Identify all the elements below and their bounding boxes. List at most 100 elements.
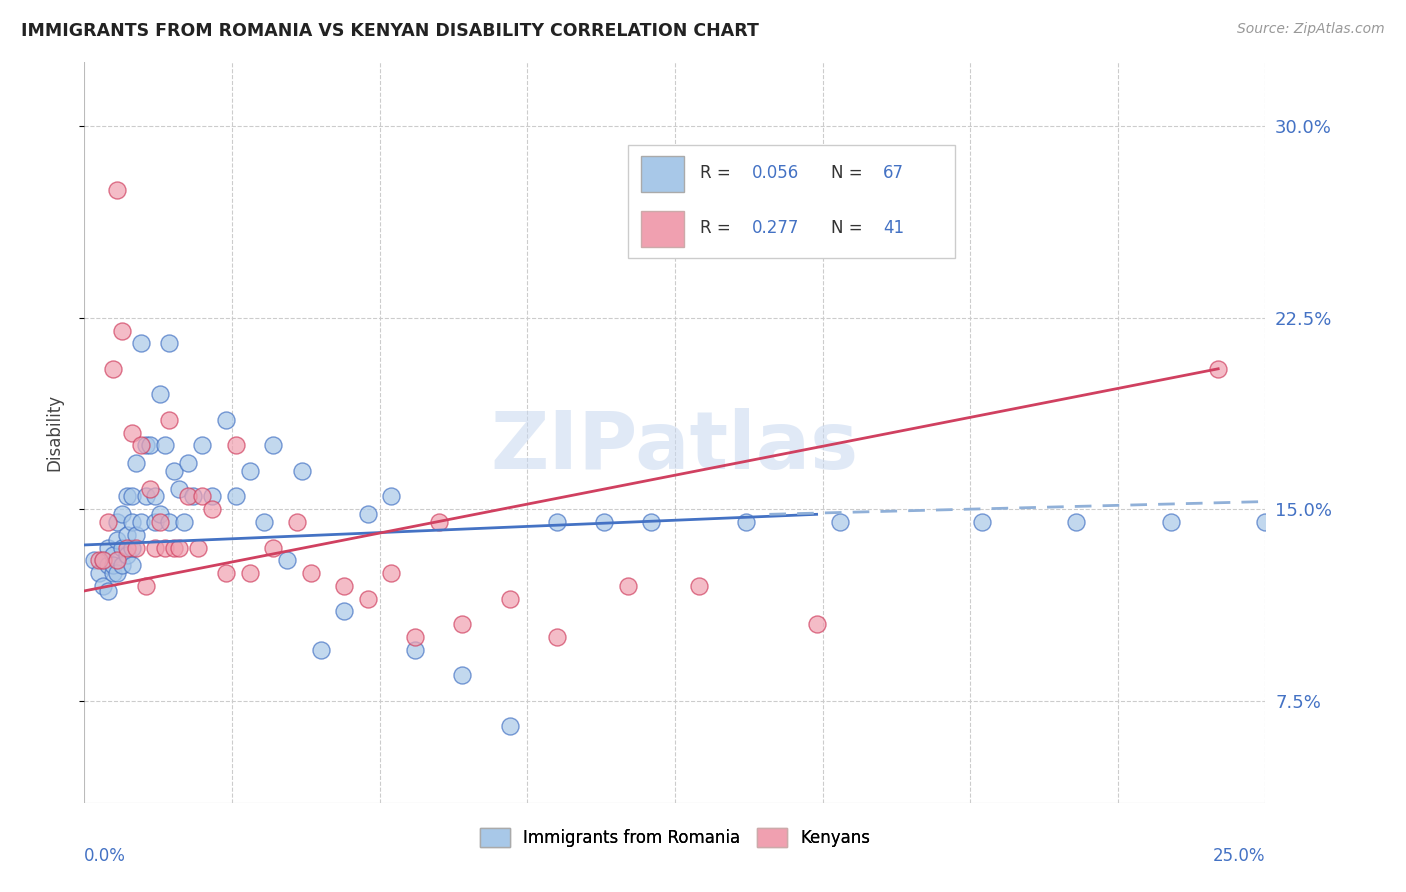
Point <box>139 438 162 452</box>
Point <box>1160 515 1182 529</box>
Point <box>153 438 176 452</box>
Point <box>107 533 129 547</box>
Point <box>640 515 662 529</box>
Point <box>451 668 474 682</box>
Point <box>191 490 214 504</box>
Point <box>215 566 238 580</box>
Point <box>404 630 426 644</box>
Text: ZIPatlas: ZIPatlas <box>491 409 859 486</box>
Point <box>97 583 120 598</box>
Point <box>107 183 129 197</box>
Point <box>333 604 356 618</box>
Point <box>143 515 166 529</box>
Point <box>498 719 520 733</box>
Point <box>285 515 308 529</box>
Point <box>121 490 143 504</box>
Point <box>121 425 143 440</box>
Point <box>333 579 356 593</box>
Point <box>201 490 224 504</box>
Point <box>101 548 124 562</box>
Point <box>101 558 124 573</box>
Point <box>107 566 129 580</box>
Point <box>143 541 166 555</box>
Point <box>1206 361 1229 376</box>
Legend: Immigrants from Romania, Kenyans: Immigrants from Romania, Kenyans <box>472 822 877 854</box>
Point <box>121 541 143 555</box>
Point <box>451 617 474 632</box>
Point <box>157 336 180 351</box>
Point <box>87 553 110 567</box>
Point <box>239 464 262 478</box>
Point <box>111 541 134 555</box>
FancyBboxPatch shape <box>628 145 955 258</box>
Text: N =: N = <box>831 219 868 236</box>
Point <box>125 527 148 541</box>
Text: 0.0%: 0.0% <box>84 847 127 865</box>
Point <box>167 482 190 496</box>
Point <box>167 541 190 555</box>
Point <box>149 387 172 401</box>
Point <box>291 464 314 478</box>
Text: 41: 41 <box>883 219 904 236</box>
Point <box>91 553 114 567</box>
Point <box>357 508 380 522</box>
Point <box>111 558 134 573</box>
Point <box>299 566 322 580</box>
Point <box>115 548 138 562</box>
Point <box>225 438 247 452</box>
Point <box>177 456 200 470</box>
Point <box>163 541 186 555</box>
Point <box>135 579 157 593</box>
Point <box>91 553 114 567</box>
Point <box>215 413 238 427</box>
Point <box>239 566 262 580</box>
Point <box>129 336 152 351</box>
Text: 0.277: 0.277 <box>752 219 800 236</box>
Point <box>97 541 120 555</box>
Point <box>107 553 129 567</box>
Point <box>115 527 138 541</box>
Point <box>593 515 616 529</box>
Point <box>173 515 195 529</box>
Text: IMMIGRANTS FROM ROMANIA VS KENYAN DISABILITY CORRELATION CHART: IMMIGRANTS FROM ROMANIA VS KENYAN DISABI… <box>21 22 759 40</box>
Point <box>427 515 450 529</box>
Point <box>111 324 134 338</box>
Point <box>129 438 152 452</box>
Point <box>153 541 176 555</box>
Point <box>201 502 224 516</box>
Point <box>970 515 993 529</box>
Point <box>135 438 157 452</box>
Point <box>101 566 124 580</box>
Text: 0.056: 0.056 <box>752 164 800 182</box>
Point <box>1254 515 1277 529</box>
FancyBboxPatch shape <box>641 156 683 193</box>
Point <box>191 438 214 452</box>
Point <box>97 515 120 529</box>
Text: 25.0%: 25.0% <box>1213 847 1265 865</box>
Text: Source: ZipAtlas.com: Source: ZipAtlas.com <box>1237 22 1385 37</box>
Point <box>83 553 105 567</box>
Text: 67: 67 <box>883 164 904 182</box>
Point <box>734 515 756 529</box>
Point <box>806 617 828 632</box>
Point <box>87 566 110 580</box>
Point <box>97 558 120 573</box>
Point <box>187 541 209 555</box>
Point <box>139 482 162 496</box>
Point <box>1066 515 1088 529</box>
Point <box>91 579 114 593</box>
Point <box>121 558 143 573</box>
Point <box>157 413 180 427</box>
Point <box>157 515 180 529</box>
Point <box>225 490 247 504</box>
Point <box>121 515 143 529</box>
Point <box>181 490 204 504</box>
Point <box>115 541 138 555</box>
Point <box>125 541 148 555</box>
Point <box>380 490 402 504</box>
Point <box>135 490 157 504</box>
Point <box>115 490 138 504</box>
Point <box>404 642 426 657</box>
Point <box>262 541 284 555</box>
FancyBboxPatch shape <box>641 211 683 247</box>
